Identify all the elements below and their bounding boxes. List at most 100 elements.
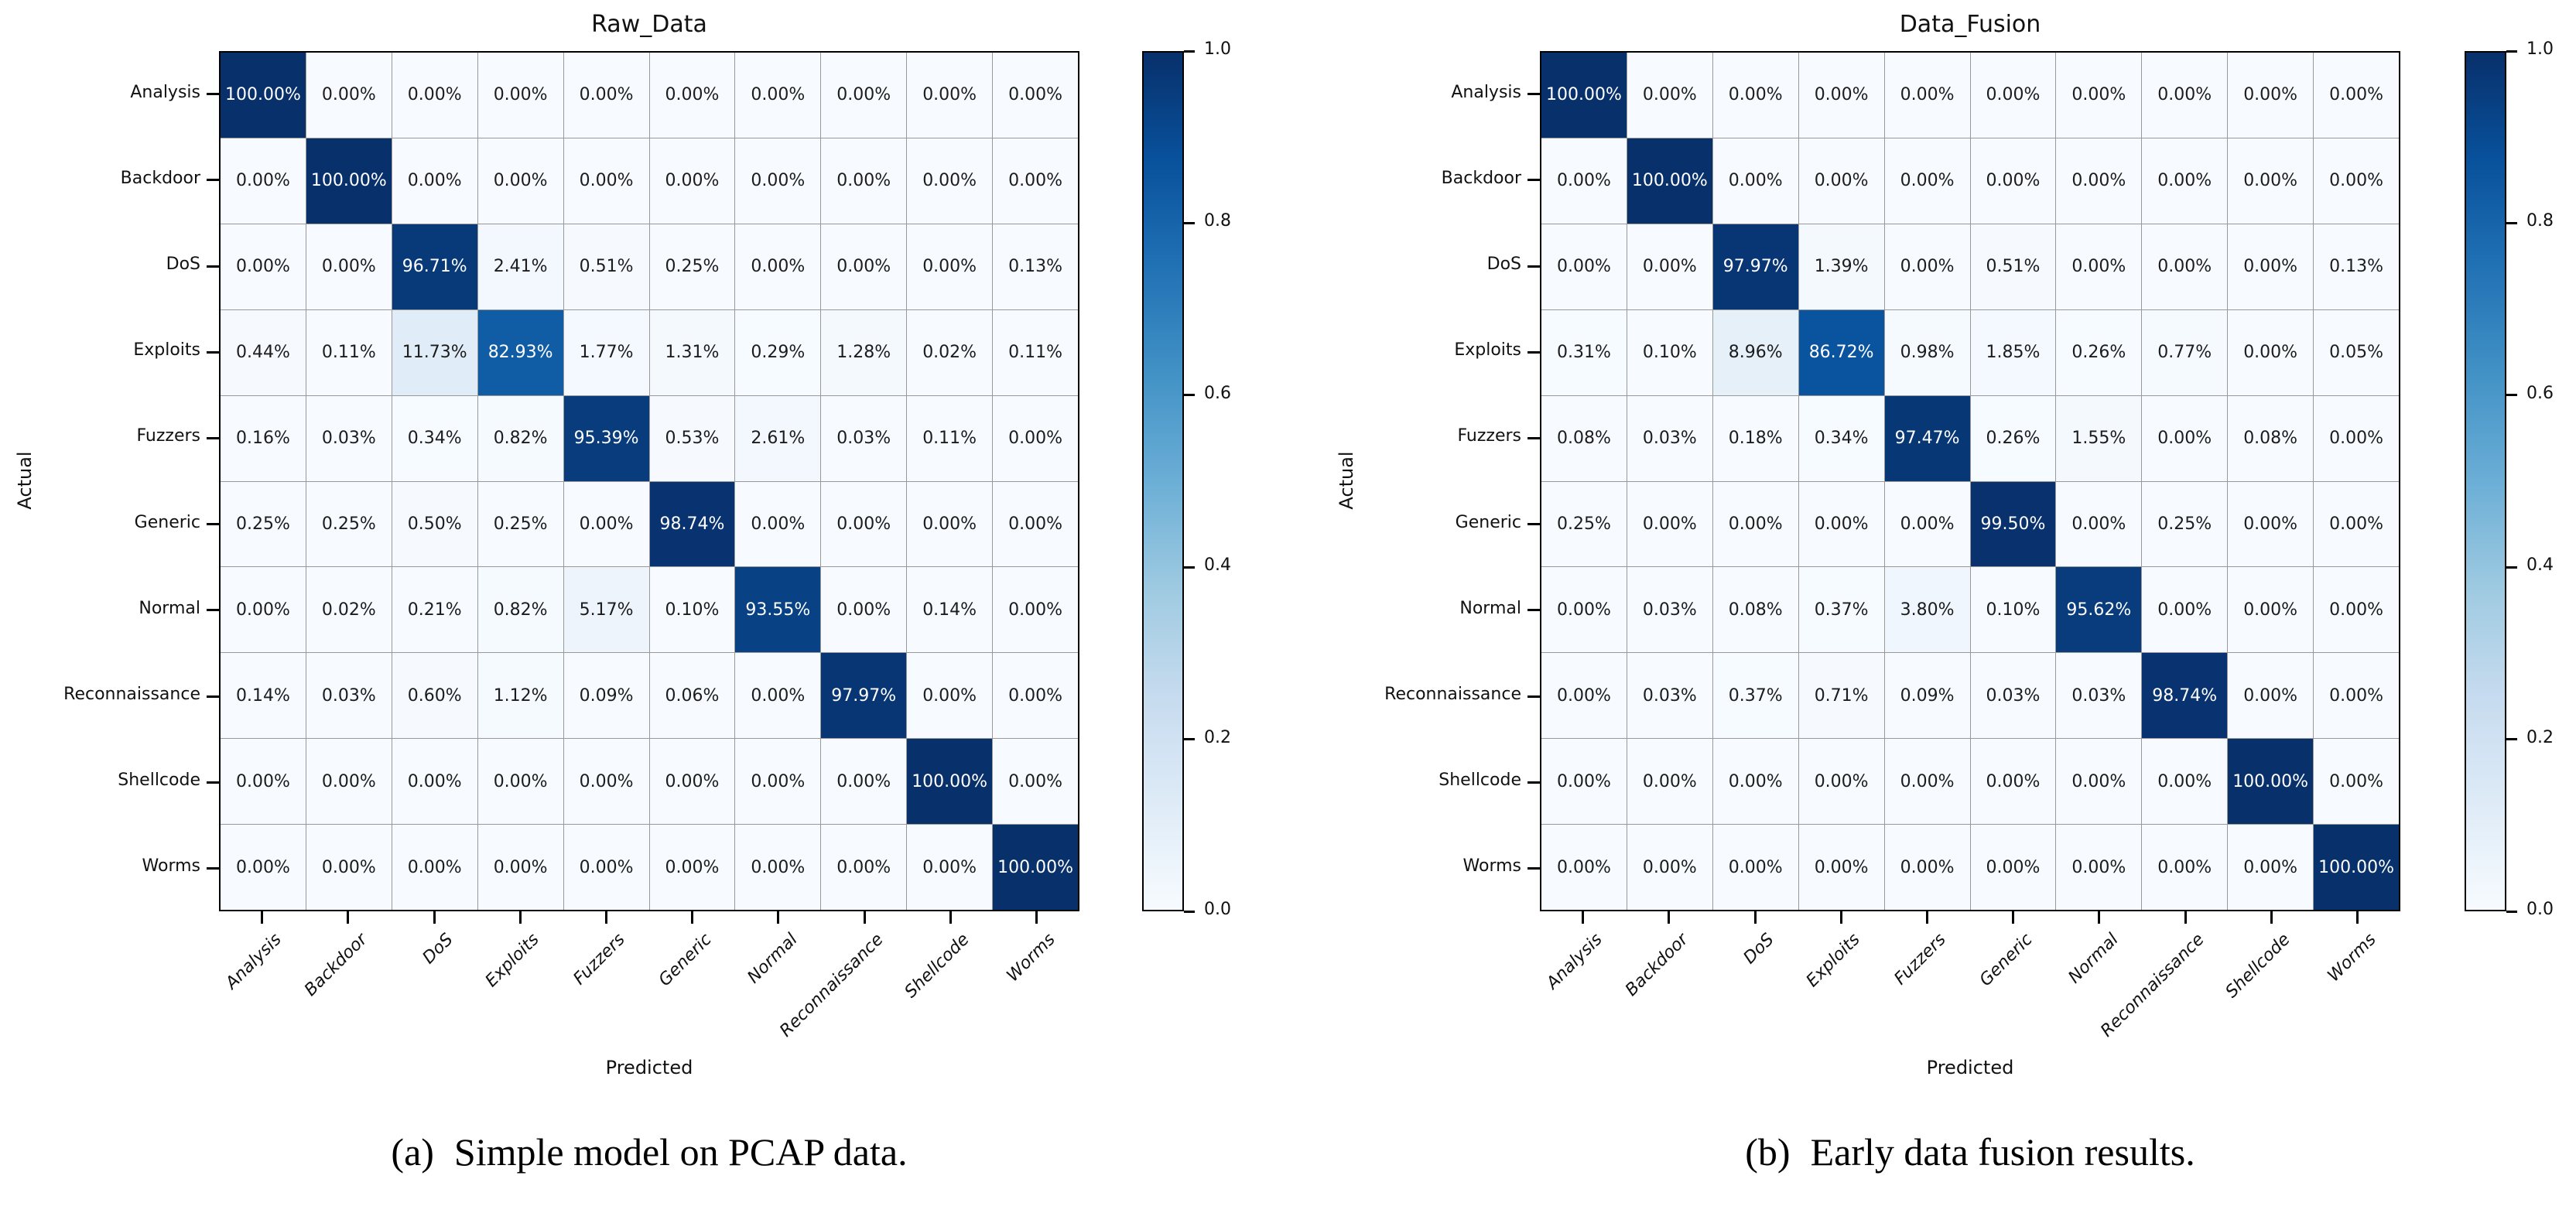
matrix-cell: 0.71% — [1798, 653, 1884, 739]
caption-label: (a) — [391, 1130, 434, 1174]
matrix-cell: 0.13% — [2314, 224, 2399, 309]
matrix-cell: 0.00% — [221, 825, 306, 910]
y-axis-tick-label: Fuzzers — [1457, 426, 1521, 446]
matrix-cell: 0.09% — [1884, 653, 1970, 739]
matrix-cell: 0.00% — [1712, 53, 1798, 138]
colorbar-tick-label: 0.0 — [1204, 900, 1231, 919]
matrix-cell: 0.18% — [1712, 395, 1798, 481]
colorbar-tick — [2506, 910, 2517, 913]
matrix-cell: 0.03% — [1627, 395, 1712, 481]
x-axis-tick — [518, 911, 522, 924]
chart-title: Raw_Data — [591, 11, 707, 38]
heatmap-grid: 100.00% 0.00% 0.00% 0.00% 0.00% 0.00% 0.00% 0.0… — [1540, 51, 2400, 911]
matrix-cell: 0.00% — [1627, 481, 1712, 567]
matrix-cell: 0.00% — [1798, 138, 1884, 224]
matrix-cell: 0.00% — [2228, 53, 2314, 138]
matrix-cell: 0.00% — [1884, 739, 1970, 825]
matrix-cell: 0.00% — [1627, 739, 1712, 825]
colorbar-tick-label: 1.0 — [2526, 39, 2554, 59]
matrix-cell: 0.00% — [735, 825, 821, 910]
matrix-cell: 0.37% — [1712, 653, 1798, 739]
matrix-cell: 0.03% — [2056, 653, 2142, 739]
y-axis-tick — [207, 695, 219, 698]
matrix-cell: 0.00% — [1884, 224, 1970, 309]
matrix-cell: 0.00% — [1884, 138, 1970, 224]
matrix-cell: 0.00% — [1541, 739, 1627, 825]
figure-caption: (b) Early data fusion results. — [1583, 1129, 2357, 1174]
colorbar-tick-label: 0.2 — [1204, 727, 1231, 747]
matrix-cell: 3.80% — [1884, 567, 1970, 653]
matrix-cell: 0.00% — [993, 395, 1078, 481]
matrix-cell: 0.00% — [1712, 481, 1798, 567]
matrix-cell: 0.00% — [563, 138, 649, 224]
colorbar-tick — [1184, 394, 1195, 397]
matrix-cell: 100.00% — [2228, 739, 2314, 825]
y-axis-tick — [207, 179, 219, 182]
matrix-cell: 100.00% — [2314, 825, 2399, 910]
x-axis-tick — [2012, 911, 2015, 924]
x-axis-tick — [433, 911, 436, 924]
matrix-cell: 0.00% — [735, 481, 821, 567]
y-axis-tick-label: Exploits — [1454, 340, 1521, 361]
matrix-cell: 0.00% — [907, 138, 993, 224]
matrix-cell: 97.47% — [1884, 395, 1970, 481]
matrix-cell: 0.25% — [221, 481, 306, 567]
matrix-cell: 0.03% — [1627, 653, 1712, 739]
matrix-cell: 0.00% — [907, 481, 993, 567]
colorbar-tick-label: 0.6 — [1204, 383, 1231, 403]
colorbar-tick — [1184, 221, 1195, 224]
matrix-cell: 0.10% — [649, 567, 735, 653]
matrix-cell: 0.00% — [735, 224, 821, 309]
y-axis-tick-label: Shellcode — [1439, 771, 1521, 791]
colorbar-tick — [1184, 50, 1195, 53]
matrix-cell: 0.00% — [649, 138, 735, 224]
y-axis-tick — [1527, 523, 1540, 526]
matrix-cell: 0.00% — [563, 481, 649, 567]
y-axis-tick-label: Worms — [142, 856, 200, 877]
matrix-cell: 0.00% — [477, 53, 563, 138]
colorbar-tick-label: 0.2 — [2526, 727, 2554, 747]
matrix-cell: 0.00% — [1541, 138, 1627, 224]
y-axis-tick — [207, 609, 219, 612]
x-axis-tick — [2184, 911, 2187, 924]
y-axis-tick — [1527, 179, 1540, 182]
matrix-cell: 0.00% — [1712, 825, 1798, 910]
matrix-cell: 0.34% — [392, 395, 477, 481]
matrix-cell: 0.09% — [563, 653, 649, 739]
colorbar-tick-label: 1.0 — [1204, 39, 1231, 59]
matrix-cell: 0.00% — [2228, 653, 2314, 739]
x-axis-tick — [1035, 911, 1038, 924]
x-axis-tick — [2270, 911, 2273, 924]
x-axis-tick — [1925, 911, 1928, 924]
matrix-cell: 0.82% — [477, 395, 563, 481]
matrix-cell: 0.13% — [993, 224, 1078, 309]
matrix-cell: 0.51% — [563, 224, 649, 309]
matrix-cell: 0.00% — [221, 224, 306, 309]
matrix-cell: 0.26% — [1970, 395, 2056, 481]
matrix-cell: 0.00% — [1798, 739, 1884, 825]
matrix-cell: 0.25% — [306, 481, 392, 567]
matrix-cell: 1.39% — [1798, 224, 1884, 309]
y-axis-tick-label: Generic — [1455, 512, 1521, 532]
colorbar-tick — [2506, 738, 2517, 741]
y-axis-tick — [207, 265, 219, 268]
caption-text: Early data fusion results. — [1810, 1130, 2195, 1174]
matrix-cell: 2.41% — [477, 224, 563, 309]
matrix-cell: 0.00% — [1970, 739, 2056, 825]
y-axis-tick-label: Normal — [1459, 598, 1521, 618]
colorbar — [2465, 51, 2506, 911]
matrix-cell: 0.00% — [477, 825, 563, 910]
matrix-cell: 0.25% — [1541, 481, 1627, 567]
matrix-cell: 0.77% — [2142, 309, 2228, 395]
x-axis-tick — [2355, 911, 2359, 924]
matrix-cell: 0.08% — [1712, 567, 1798, 653]
matrix-cell: 0.00% — [2228, 825, 2314, 910]
colorbar — [1142, 51, 1184, 911]
matrix-cell: 97.97% — [821, 653, 907, 739]
y-axis-tick — [1527, 93, 1540, 96]
matrix-cell: 0.00% — [306, 825, 392, 910]
colorbar-tick — [2506, 221, 2517, 224]
matrix-cell: 100.00% — [1627, 138, 1712, 224]
matrix-cell: 0.00% — [821, 224, 907, 309]
y-axis-tick — [1527, 350, 1540, 354]
